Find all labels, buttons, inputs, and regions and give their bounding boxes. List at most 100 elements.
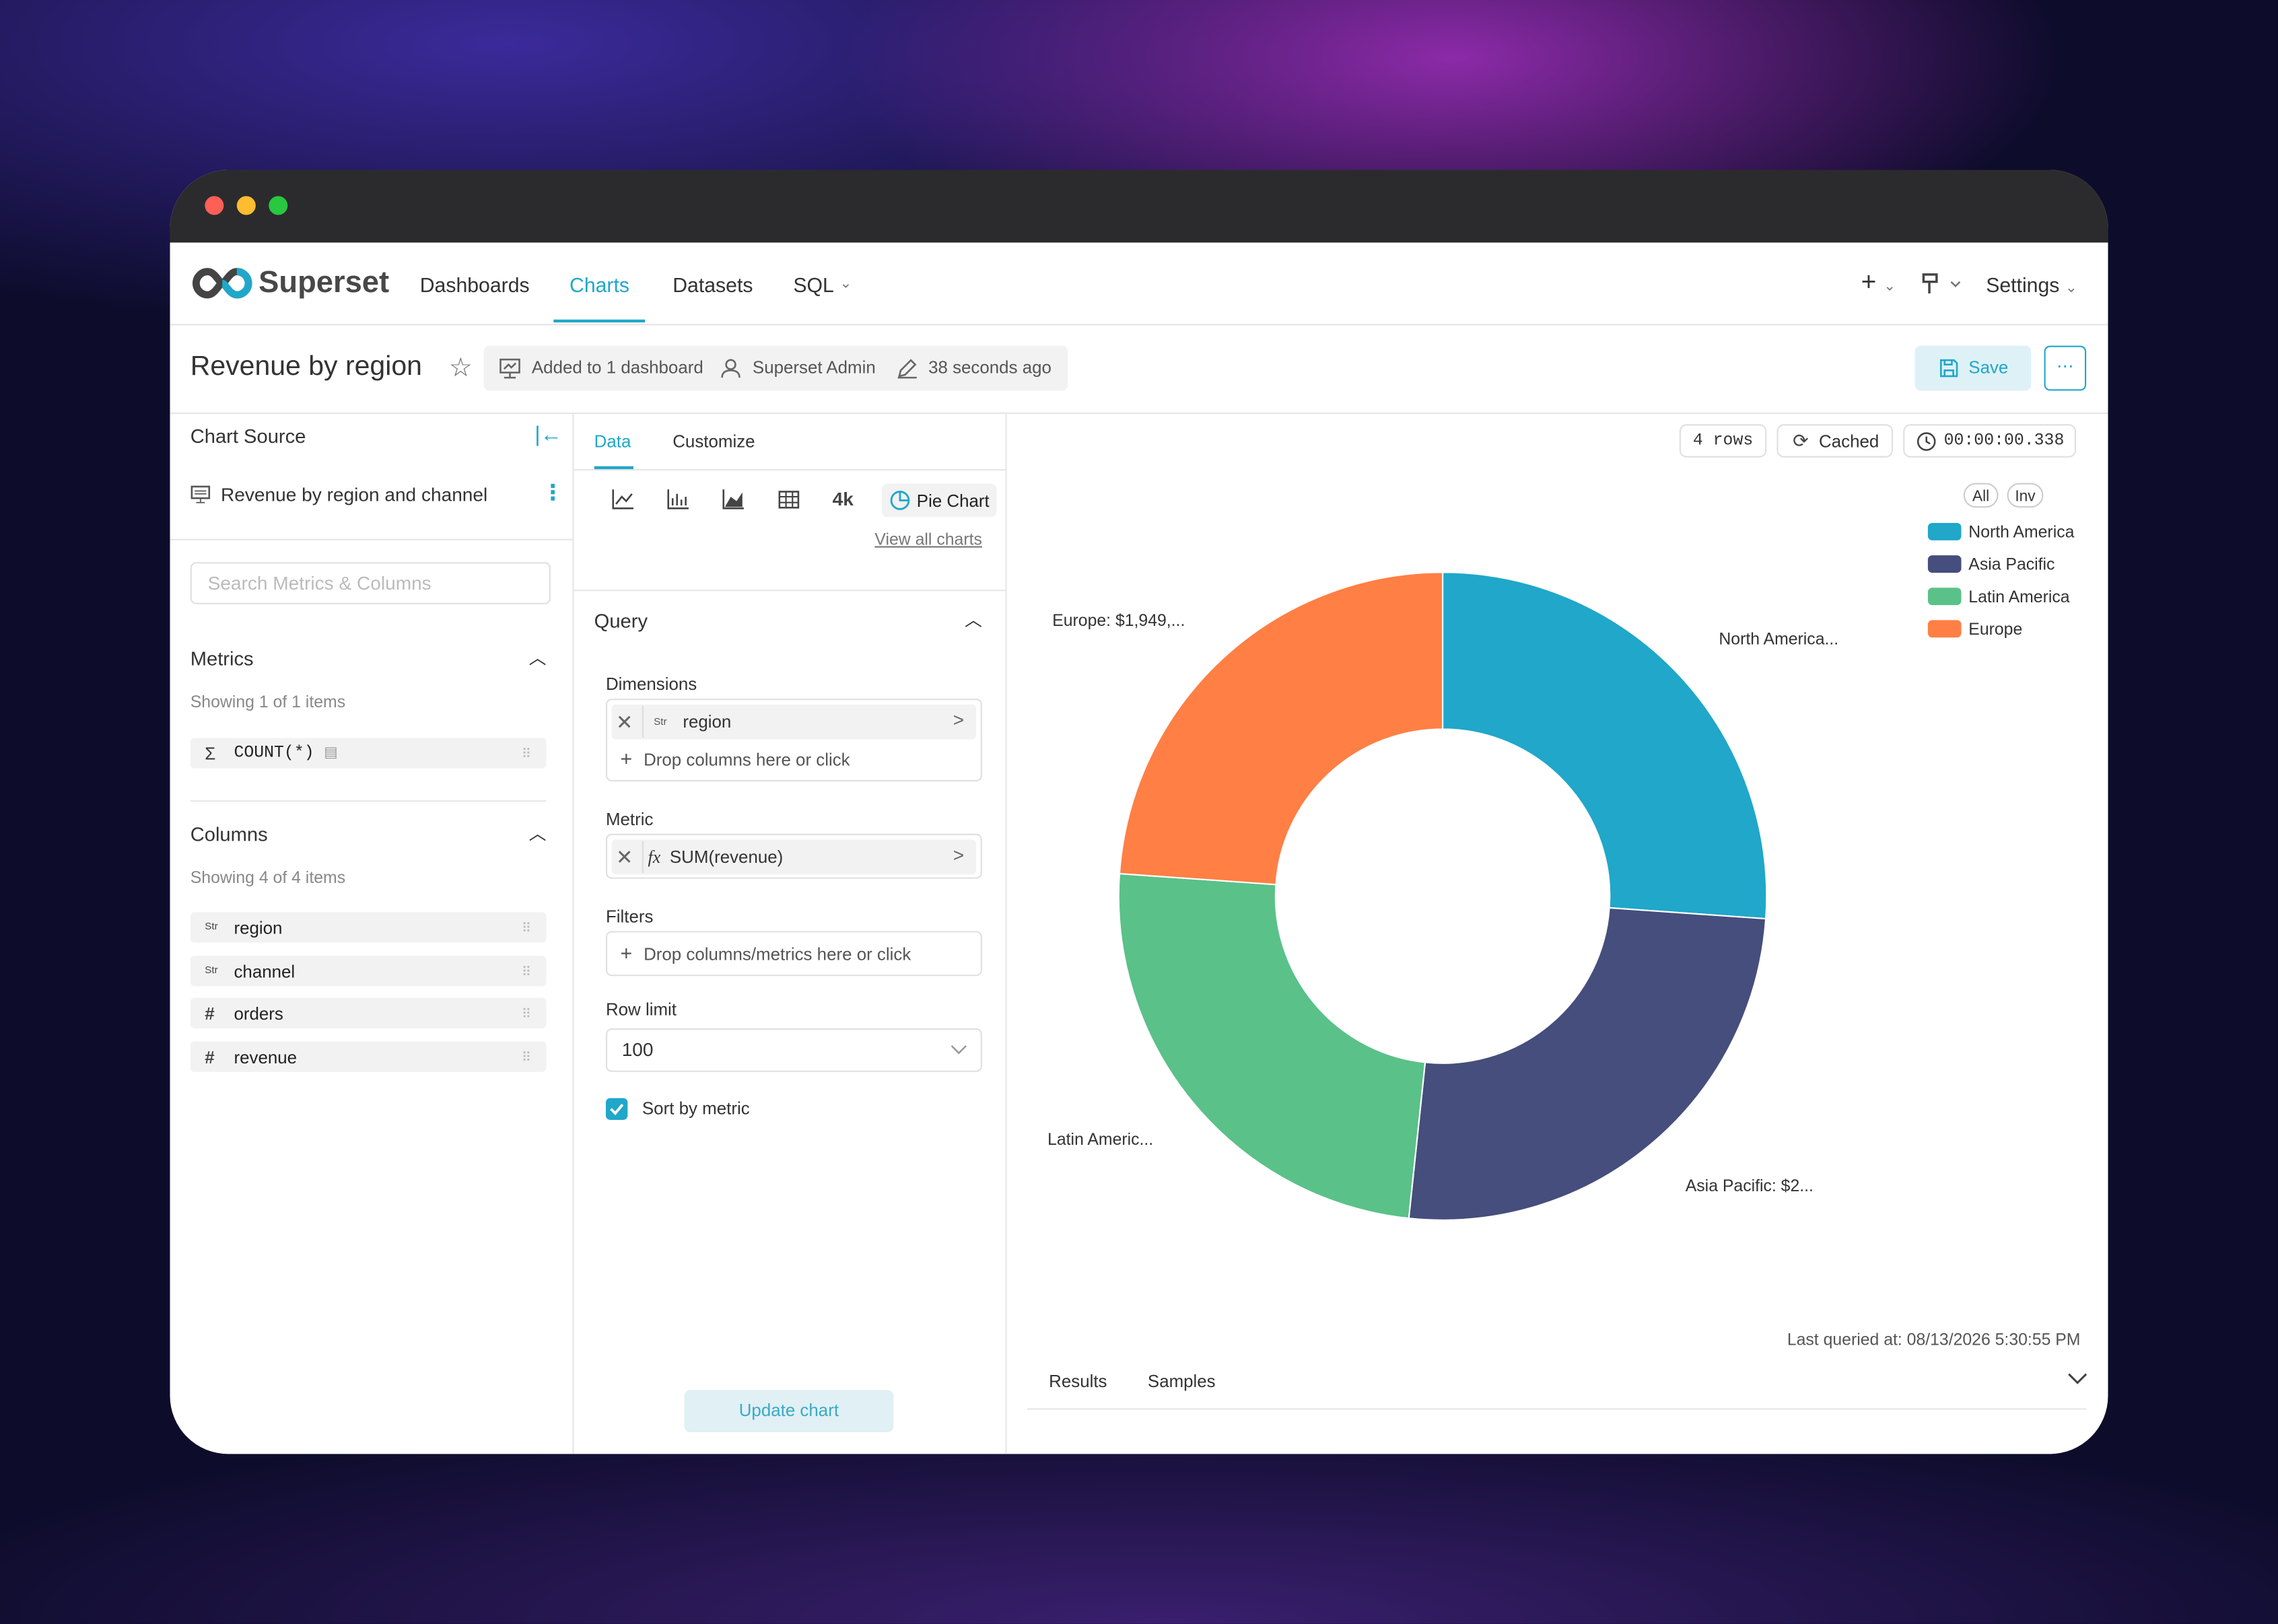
add-menu[interactable]: + ⌄	[1861, 267, 1896, 297]
quick-chart[interactable]: 4k	[832, 488, 854, 510]
row-limit-select[interactable]: 100	[605, 1028, 982, 1072]
view-all-link[interactable]: View all charts	[874, 531, 982, 549]
legend-swatch	[1927, 620, 1962, 638]
columns-heading[interactable]: Columns	[190, 823, 268, 846]
pie-slice	[1117, 872, 1426, 1220]
row-limit-value: 100	[621, 1038, 654, 1061]
slice-label: North America...	[1719, 631, 1838, 649]
rows-count: 4 rows	[1692, 431, 1754, 451]
more-button[interactable]: ⋯	[2044, 345, 2087, 391]
drag-handle[interactable]: ⠿	[521, 921, 531, 935]
update-label: Update chart	[738, 1400, 839, 1421]
title-bar	[170, 170, 2108, 243]
drag-handle[interactable]: ⠿	[521, 1007, 531, 1022]
drop-columns[interactable]: Drop columns here or click	[644, 749, 850, 770]
collapse-button[interactable]: |←	[534, 423, 563, 448]
chart-type-icons[interactable]	[612, 488, 815, 511]
column-name: region	[234, 917, 283, 939]
remove-dimension[interactable]: ✕	[616, 710, 633, 734]
dimension-open[interactable]: >	[953, 709, 965, 731]
sql-icon: ▤	[324, 745, 338, 761]
cache-badge[interactable]: ⟳ Cached	[1776, 424, 1894, 458]
nav-item[interactable]: SQL	[793, 273, 834, 297]
drag-handle[interactable]: ⠿	[521, 746, 531, 761]
chart-title[interactable]: Revenue by region	[190, 351, 422, 382]
dataset-name[interactable]: Revenue by region and channel	[221, 483, 488, 506]
columns-chevron[interactable]: ︿	[528, 823, 547, 844]
column-type: #	[205, 1004, 215, 1025]
sigma-icon: Σ	[205, 743, 216, 765]
update-button[interactable]: Update chart	[684, 1390, 894, 1432]
save-icon	[1940, 359, 1958, 378]
dimensions-box[interactable]: ✕ Str region > + Drop columns here or cl…	[605, 699, 982, 782]
logo-icon	[192, 268, 252, 299]
legend-inv-button[interactable]	[2007, 483, 2044, 508]
column-type: #	[205, 1047, 215, 1068]
current-chart-pill[interactable]: Pie Chart	[882, 483, 997, 518]
control-tab[interactable]: Customize	[672, 431, 755, 452]
sql-chevron[interactable]: ⌄	[839, 276, 852, 292]
nav-item[interactable]: Datasets	[672, 273, 753, 297]
brand: Superset	[258, 265, 390, 299]
save-button[interactable]: Save	[1914, 345, 2032, 391]
minimize-dot[interactable]	[236, 196, 256, 215]
metadata-bar	[483, 345, 1068, 391]
owner-info[interactable]: Superset Admin	[752, 357, 876, 378]
metric-box[interactable]: ✕ fx SUM(revenue) >	[605, 833, 982, 879]
columns-count: Showing 4 of 4 items	[190, 870, 346, 888]
metric-icon: fx	[648, 847, 661, 868]
metric-item[interactable]	[190, 738, 547, 769]
theme-menu[interactable]	[1921, 273, 1964, 297]
close-dot[interactable]	[205, 196, 224, 215]
nav-item[interactable]: Dashboards	[419, 273, 530, 297]
metrics-chevron[interactable]: ︿	[528, 647, 547, 668]
metrics-count: Showing 1 of 1 items	[190, 694, 346, 712]
legend-swatch	[1927, 555, 1962, 573]
slice-label: Latin Americ...	[1047, 1131, 1153, 1149]
column-item[interactable]	[190, 998, 547, 1029]
column-item[interactable]	[190, 955, 547, 986]
expand-chevron[interactable]	[2068, 1373, 2087, 1384]
metric-item-name: COUNT(*)	[234, 743, 314, 763]
dashboards-info[interactable]: Added to 1 dashboard	[531, 357, 703, 378]
column-item[interactable]	[190, 912, 547, 943]
legend-label: Latin America	[1968, 588, 2069, 606]
pie-slice	[1408, 907, 1767, 1221]
zoom-dot[interactable]	[269, 196, 288, 215]
control-tab[interactable]: Data	[594, 431, 631, 452]
sort-checkbox[interactable]	[605, 1098, 628, 1120]
search-input[interactable]: Search Metrics & Columns	[190, 562, 551, 604]
source-border	[170, 538, 573, 540]
filters-label: Filters	[605, 906, 654, 927]
query-chevron[interactable]: ︿	[965, 610, 982, 631]
samples-tab[interactable]: Samples	[1148, 1372, 1216, 1391]
edit-icon	[897, 359, 917, 379]
metric-open[interactable]: >	[953, 843, 965, 866]
column-name: channel	[234, 961, 296, 982]
remove-metric[interactable]: ✕	[616, 845, 633, 869]
favorite-star[interactable]: ☆	[448, 353, 473, 382]
drag-handle[interactable]: ⠿	[521, 1050, 531, 1065]
dimension-pill[interactable]	[611, 704, 977, 740]
row-limit-label: Row limit	[605, 999, 677, 1020]
pie-chart: All Inv Last queried at: 08/13/2026 5:30…	[1027, 483, 2087, 1410]
column-item[interactable]	[190, 1041, 547, 1072]
current-chart: Pie Chart	[916, 491, 990, 511]
metric-pill[interactable]	[611, 839, 977, 875]
metrics-heading[interactable]: Metrics	[190, 647, 254, 670]
pie-slice	[1441, 571, 1768, 920]
nav-item[interactable]: Charts	[569, 273, 629, 297]
filters-box[interactable]: + Drop columns/metrics here or click	[605, 931, 982, 977]
results-tab[interactable]: Results	[1049, 1372, 1107, 1391]
sort-label[interactable]: Sort by metric	[642, 1098, 750, 1119]
check-mark	[610, 1104, 624, 1116]
settings-menu[interactable]: Settings ⌄	[1986, 273, 2077, 297]
legend-swatch	[1927, 522, 1962, 540]
drag-handle[interactable]: ⠿	[521, 964, 531, 979]
dataset-menu[interactable]: ⋮	[541, 481, 564, 506]
pie-slice	[1118, 571, 1444, 886]
pill-divider	[642, 705, 644, 738]
query-section[interactable]: Query	[594, 610, 648, 632]
legend-all-button[interactable]	[1963, 483, 1999, 508]
refresh-icon: ⟳	[1793, 429, 1809, 452]
